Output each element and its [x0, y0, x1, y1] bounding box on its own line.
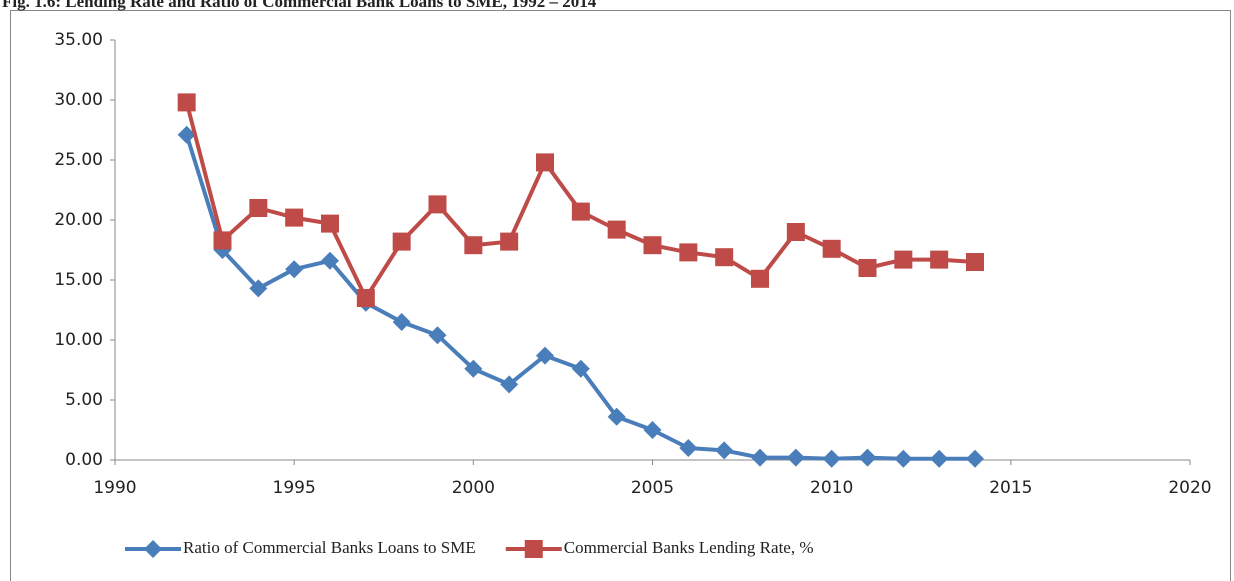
y-tick-label: 0.00 [65, 450, 103, 470]
marker [966, 449, 984, 468]
marker [715, 248, 734, 267]
y-tick-label: 20.00 [54, 210, 103, 230]
marker [751, 448, 769, 467]
marker [249, 199, 268, 217]
marker [571, 359, 590, 378]
marker [428, 326, 447, 345]
marker [679, 439, 698, 457]
y-tick-label: 5.00 [65, 390, 103, 410]
marker [966, 253, 984, 271]
x-tick-label: 2005 [631, 478, 674, 498]
marker [643, 421, 662, 439]
x-tick-label: 1990 [93, 478, 136, 498]
series-line [184, 134, 975, 461]
y-tick-label: 25.00 [54, 150, 103, 170]
marker [536, 153, 554, 172]
marker [786, 223, 805, 241]
legend-entry: Commercial Banks Lending Rate, % [505, 538, 814, 558]
marker [571, 202, 590, 221]
chart-frame [10, 10, 1231, 581]
legend-entry: Ratio of Commercial Banks Loans to SME [125, 538, 476, 558]
marker [679, 243, 698, 262]
legend-label: Commercial Banks Lending Rate, % [564, 538, 814, 557]
marker [392, 232, 411, 251]
marker [177, 125, 196, 144]
marker [464, 236, 483, 255]
marker [177, 93, 196, 112]
y-tick-label: 35.00 [54, 30, 103, 50]
x-tick-label: 1995 [273, 478, 316, 498]
marker [321, 251, 339, 270]
marker [894, 449, 913, 468]
marker [428, 195, 447, 214]
marker [249, 279, 268, 298]
marker [751, 269, 769, 288]
marker [930, 449, 949, 468]
y-tick-label: 15.00 [54, 270, 103, 290]
marker [285, 260, 304, 279]
marker [894, 250, 913, 269]
legend: Ratio of Commercial Banks Loans to SME Co… [125, 538, 814, 558]
marker [607, 220, 626, 239]
x-tick-label: 2020 [1168, 478, 1211, 498]
y-tick-label: 30.00 [54, 90, 103, 110]
marker [213, 231, 232, 250]
x-tick-label: 2010 [810, 478, 853, 498]
marker [536, 346, 554, 365]
marker [822, 449, 841, 468]
marker [858, 448, 877, 467]
marker [392, 313, 411, 331]
marker [356, 289, 375, 307]
marker [786, 448, 805, 467]
marker [607, 407, 626, 426]
marker [321, 214, 339, 233]
marker [822, 239, 841, 258]
marker [285, 208, 304, 227]
marker [500, 375, 519, 394]
legend-label: Ratio of Commercial Banks Loans to SME [183, 538, 476, 557]
marker [144, 540, 162, 558]
marker [643, 236, 662, 255]
marker [464, 359, 483, 378]
marker [500, 232, 519, 251]
marker [858, 259, 877, 277]
y-tick-label: 10.00 [54, 330, 103, 350]
marker [715, 441, 734, 460]
chart-title: Fig. 1.6: Lending Rate and Ratio of Comm… [2, 0, 597, 11]
x-tick-label: 2000 [452, 478, 495, 498]
marker [930, 250, 949, 269]
x-tick-label: 2015 [989, 478, 1032, 498]
marker [524, 540, 543, 558]
